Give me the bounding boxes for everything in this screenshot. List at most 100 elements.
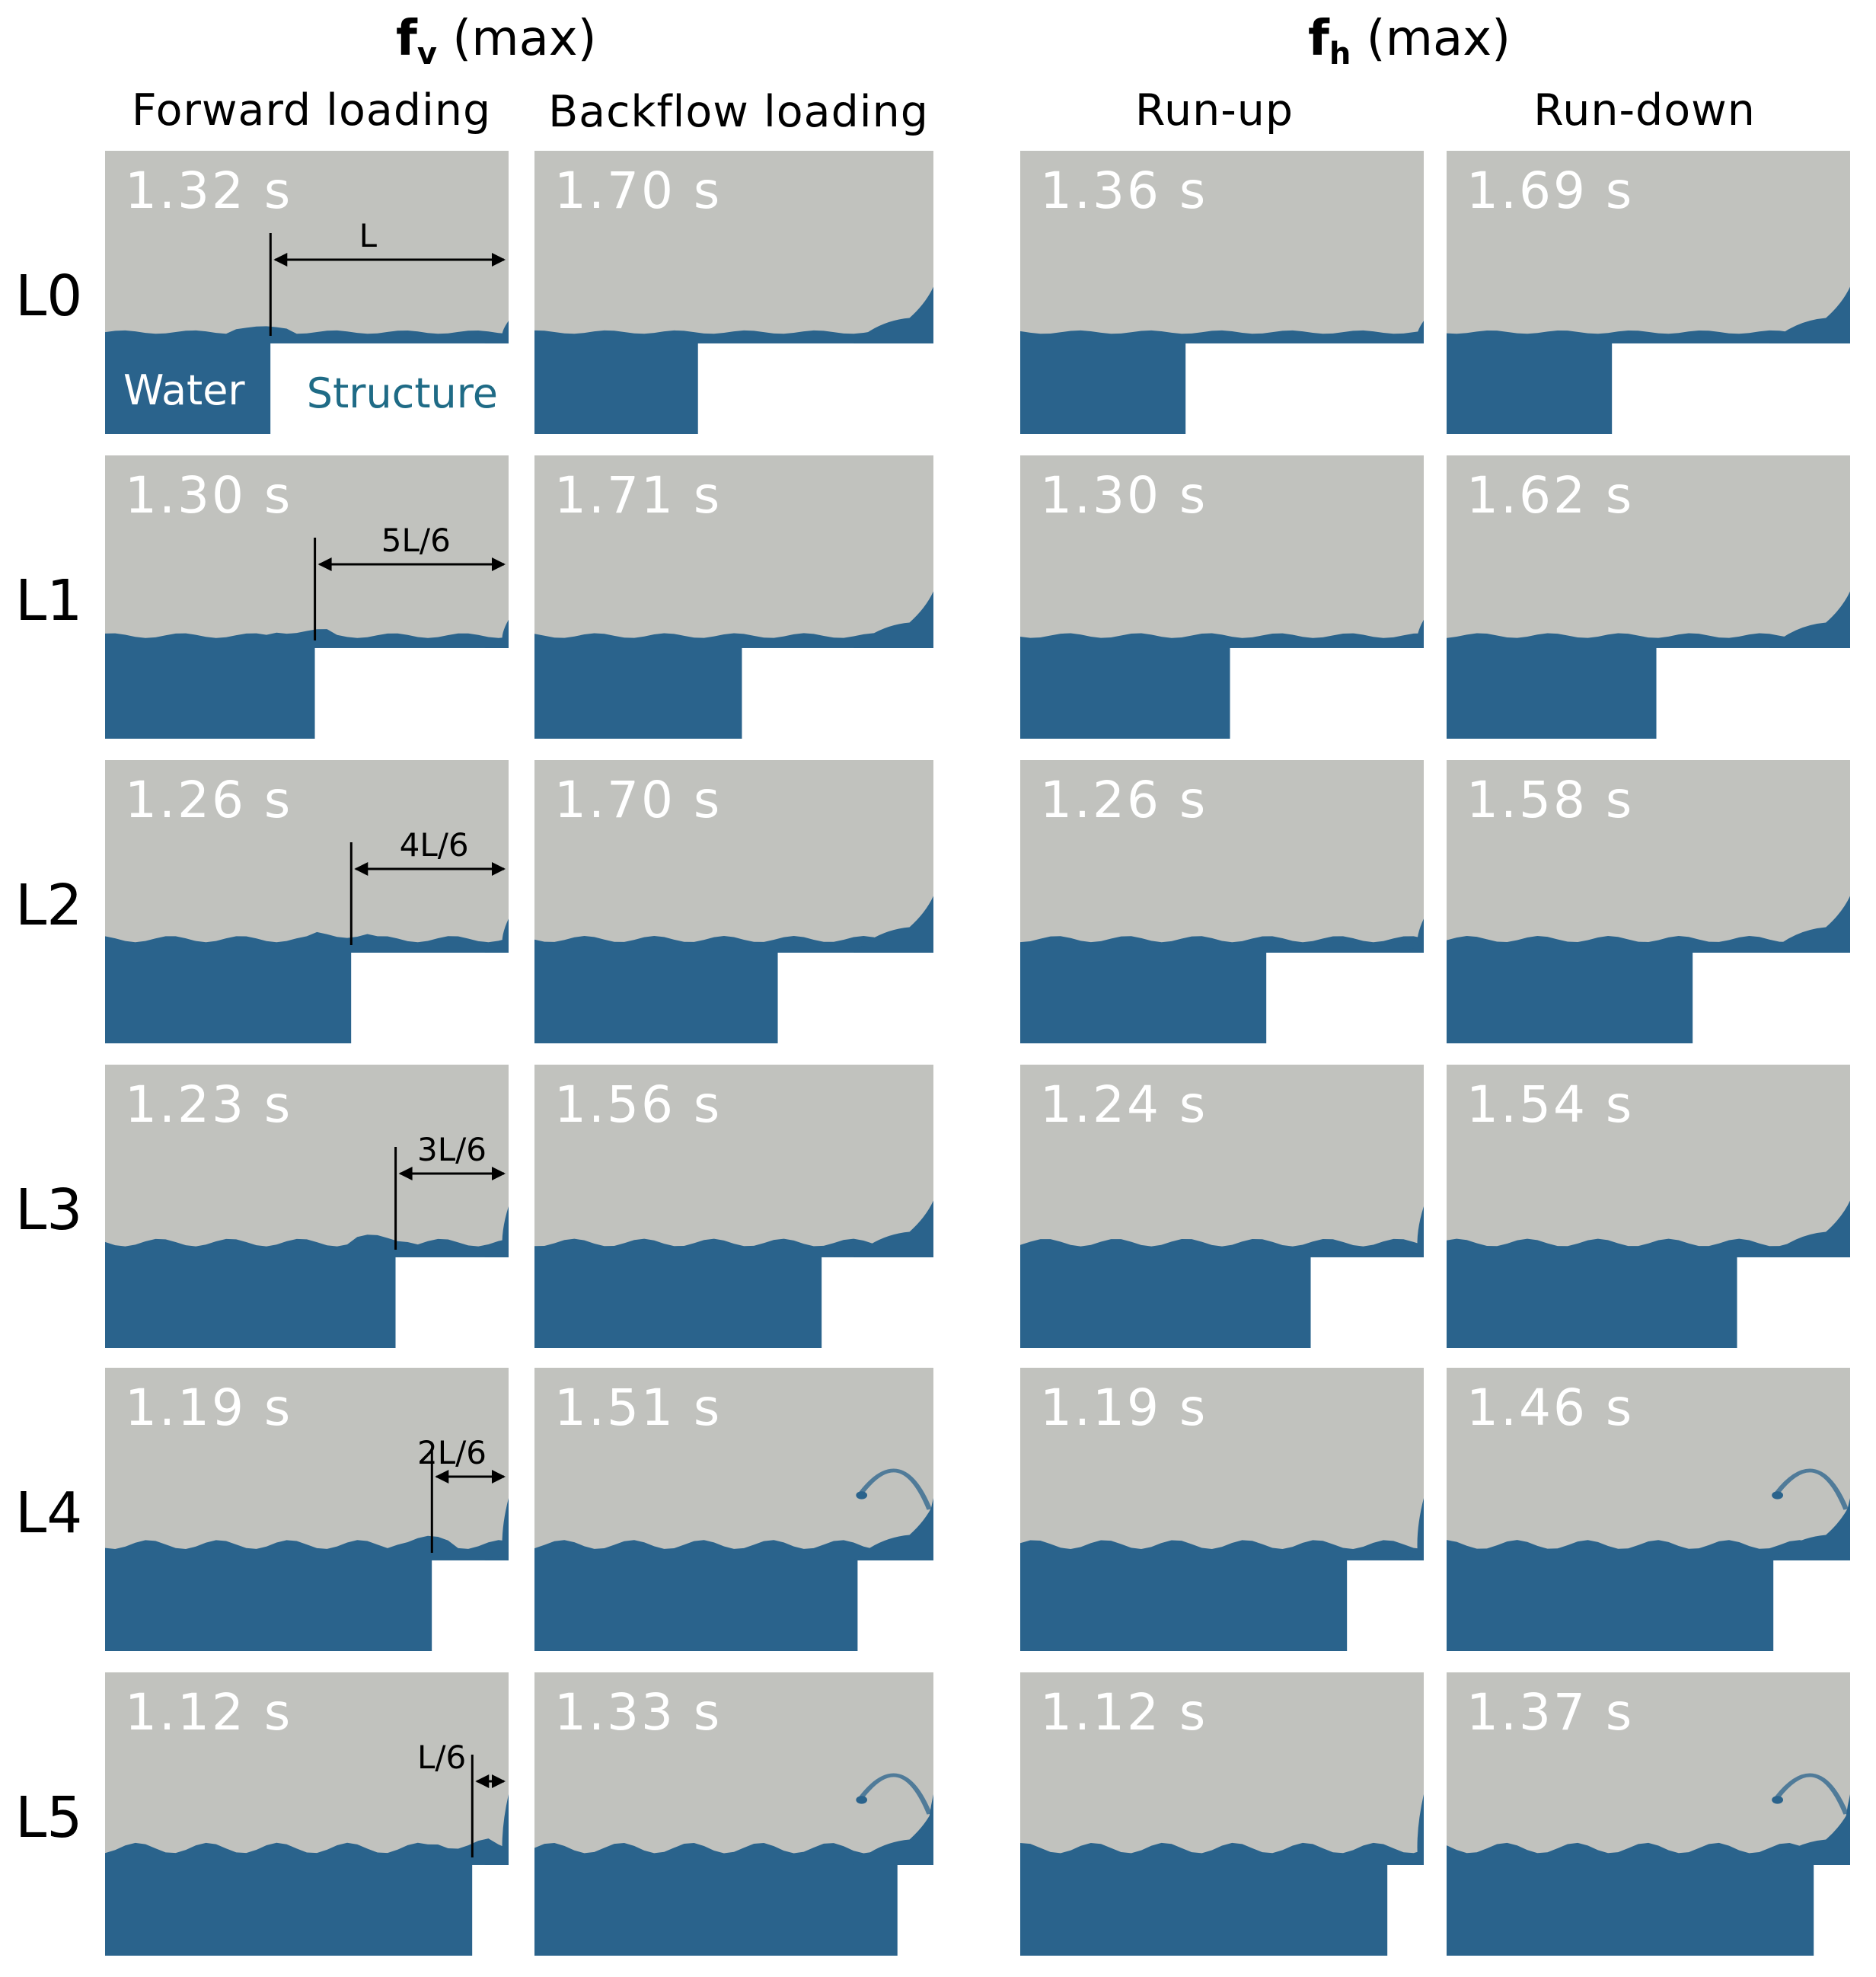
structure-block (270, 343, 509, 434)
snapshot-panel: 1.54 s (1447, 1065, 1850, 1348)
wall-runup-splash (1399, 918, 1424, 953)
flow-snapshot-svg (105, 1065, 509, 1348)
fv-suffix: (max) (436, 11, 597, 67)
snapshot-panel: 1.70 s (534, 151, 933, 434)
dimension-label: L (359, 216, 378, 254)
snapshot-panel: 1.46 s (1447, 1368, 1850, 1651)
water-droplet (856, 1491, 868, 1500)
structure-block (1310, 1257, 1424, 1348)
snapshot-panel: 1.70 s (534, 760, 933, 1043)
water-body (534, 330, 933, 434)
time-label: 1.19 s (125, 1378, 293, 1437)
header-fh: fh (max) (1308, 11, 1511, 72)
fv-subscript: v (416, 37, 437, 72)
flow-snapshot-svg (105, 760, 509, 1043)
structure-block (1612, 343, 1850, 434)
arrowhead-right (492, 252, 506, 267)
structure-block (822, 1257, 933, 1348)
snapshot-panel: 1.56 s (534, 1065, 933, 1348)
air-region (1447, 1672, 1850, 1865)
water-body (534, 1540, 933, 1651)
flow-snapshot-svg (1447, 760, 1850, 1043)
snapshot-panel: 1.51 s (534, 1368, 933, 1651)
time-label: 1.30 s (1040, 466, 1208, 525)
water-droplet (856, 1796, 868, 1804)
water-body (534, 936, 933, 1043)
snapshot-panel: 1.36 s (1020, 151, 1424, 434)
snapshot-panel: 1.71 s (534, 455, 933, 739)
time-label: 1.36 s (1040, 161, 1208, 220)
legend-structure-label: Structure (306, 369, 498, 417)
arrowhead-left (354, 861, 368, 876)
row-label-l3: L3 (15, 1177, 83, 1243)
air-region (534, 151, 933, 343)
air-region (1020, 1065, 1424, 1257)
structure-block (351, 952, 509, 1043)
row-label-l4: L4 (15, 1480, 83, 1546)
snapshot-panel: 1.19 s 2L/6 (105, 1368, 509, 1651)
wall-runup-splash (1399, 619, 1424, 648)
water-body (534, 1238, 933, 1348)
backflow-splash (853, 896, 933, 953)
flow-snapshot-svg (105, 151, 509, 434)
flow-snapshot-svg (105, 1368, 509, 1651)
row-label-l2: L2 (15, 873, 83, 938)
time-label: 1.26 s (125, 771, 293, 829)
structure-block (1347, 1560, 1424, 1651)
snapshot-panel: 1.30 s (1020, 455, 1424, 739)
dimension-annotation (471, 1754, 506, 1857)
snapshot-panel: 1.37 s (1447, 1672, 1850, 1956)
air-region (1020, 151, 1424, 343)
water-droplet (1772, 1491, 1784, 1500)
fh-symbol: f (1308, 11, 1329, 67)
air-region (534, 1672, 933, 1865)
backflow-splash (1769, 896, 1850, 953)
fh-suffix: (max) (1351, 11, 1511, 67)
air-region (1447, 760, 1850, 953)
arrowhead-right (492, 1469, 506, 1484)
wall-runup-splash (484, 619, 509, 648)
overtopping-jet (859, 1468, 933, 1510)
wall-runup-splash (1399, 1498, 1424, 1560)
structure-block (314, 647, 509, 739)
air-region (534, 1368, 933, 1560)
snapshot-panel: 1.24 s (1020, 1065, 1424, 1348)
flow-snapshot-svg (1020, 455, 1424, 739)
water-body (1020, 1238, 1424, 1348)
wall-runup-splash (484, 918, 509, 953)
snapshot-panel: 1.30 s 5L/6 (105, 455, 509, 739)
air-region (105, 151, 509, 343)
snapshot-panel: 1.32 s L Water Structure (105, 151, 509, 434)
water-body (1447, 1842, 1850, 1956)
fh-subscript: h (1329, 37, 1351, 72)
arrowhead-right (492, 1166, 506, 1180)
time-label: 1.56 s (554, 1075, 723, 1134)
row-label-l0: L0 (15, 263, 83, 329)
water-body (105, 1535, 509, 1651)
flow-snapshot-svg (1447, 455, 1850, 739)
flow-snapshot-svg (534, 151, 933, 434)
structure-block (432, 1560, 509, 1651)
wall-runup-splash (1399, 321, 1424, 343)
time-label: 1.70 s (554, 161, 723, 220)
air-region (105, 1065, 509, 1257)
flow-snapshot-svg (534, 1065, 933, 1348)
dimension-annotation (314, 537, 506, 640)
dimension-annotation (394, 1146, 506, 1250)
dimension-label: 4L/6 (399, 826, 469, 864)
flow-snapshot-svg (1447, 151, 1850, 434)
snapshot-panel: 1.12 s (1020, 1672, 1424, 1956)
time-label: 1.46 s (1466, 1378, 1635, 1437)
air-region (105, 1368, 509, 1560)
time-label: 1.24 s (1040, 1075, 1208, 1134)
snapshot-panel: 1.19 s (1020, 1368, 1424, 1651)
time-label: 1.19 s (1040, 1378, 1208, 1437)
arrowhead-left (398, 1166, 413, 1180)
flow-snapshot-svg (1447, 1368, 1850, 1651)
column-title-run-down: Run-down (1533, 85, 1756, 136)
arrowhead-right (492, 861, 506, 876)
time-label: 1.71 s (554, 466, 723, 525)
water-body (1020, 936, 1424, 1043)
structure-block (1773, 1560, 1850, 1651)
row-label-l1: L1 (15, 568, 83, 634)
